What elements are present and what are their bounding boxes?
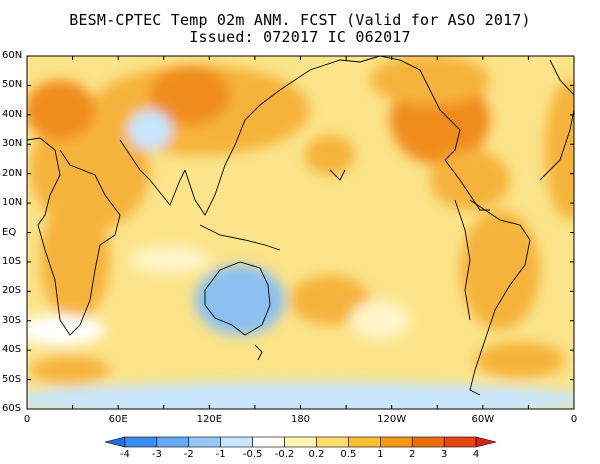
colorbar-label: 0.2 — [308, 449, 325, 460]
lat-label: 30S — [2, 314, 22, 326]
lat-label: 10S — [2, 255, 22, 267]
colorbar-segment — [443, 436, 477, 448]
colorbar-label: 2 — [409, 449, 416, 460]
lat-label: 50N — [2, 79, 23, 91]
lon-label: 180 — [290, 414, 311, 425]
colorbar-label: 1 — [377, 449, 384, 460]
colorbar-segment — [348, 436, 381, 448]
lon-label: 60E — [108, 414, 128, 425]
colorbar-label: -2 — [183, 449, 194, 460]
lon-label: 0 — [570, 414, 578, 425]
lon-label: 0 — [23, 414, 31, 425]
colorbar-segment — [284, 436, 317, 448]
colorbar-segment — [380, 436, 413, 448]
lon-label: 120E — [196, 414, 223, 425]
lon-label: 60W — [471, 414, 495, 425]
colorbar-label: 0.5 — [340, 449, 357, 460]
colorbar-label: -4 — [119, 449, 130, 460]
colorbar-label: 4 — [472, 449, 480, 460]
title-line-1: BESM-CPTEC Temp 02m ANM. FCST (Valid for… — [69, 11, 531, 29]
colorbar — [104, 436, 497, 448]
colorbar-segment — [124, 436, 158, 448]
lat-label: 40S — [2, 344, 22, 356]
colorbar-segment — [475, 436, 497, 448]
lat-label: 50S — [2, 373, 22, 385]
lat-label: 30N — [2, 138, 23, 150]
coastlines — [27, 56, 574, 396]
colorbar-segment — [156, 436, 190, 448]
lat-label: 40N — [2, 108, 23, 120]
colorbar-segment — [188, 436, 221, 448]
lat-label: 20N — [2, 167, 23, 179]
colorbar-label: -0.5 — [242, 449, 263, 460]
colorbar-label: 3 — [440, 449, 448, 460]
lat-label: 60S — [2, 403, 22, 414]
colorbar-label: -3 — [151, 449, 162, 460]
lat-label: 60N — [2, 50, 23, 61]
title-line-2: Issued: 072017 IC 062017 — [189, 28, 411, 46]
colorbar-label: -0.2 — [274, 449, 295, 460]
lon-label: 120W — [377, 414, 407, 425]
lat-label: 20S — [2, 285, 22, 297]
colorbar-segment — [220, 436, 253, 448]
lat-label: EQ — [2, 226, 17, 238]
anomaly-field — [27, 56, 574, 409]
colorbar-segment — [316, 436, 349, 448]
lat-label: 10N — [2, 197, 23, 209]
colorbar-segment — [104, 436, 126, 448]
colorbar-segment — [252, 436, 285, 448]
axis-ticks — [26, 55, 575, 410]
colorbar-segment — [411, 436, 445, 448]
colorbar-label: -1 — [215, 449, 226, 460]
